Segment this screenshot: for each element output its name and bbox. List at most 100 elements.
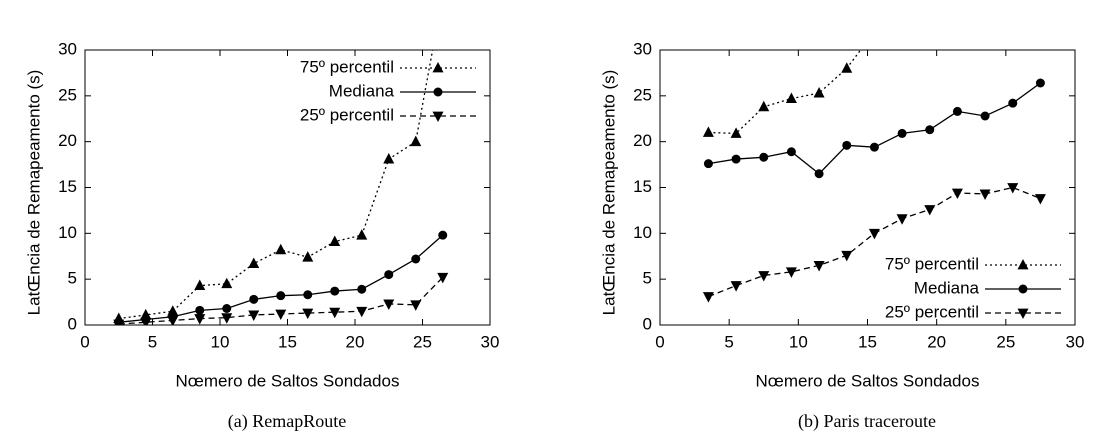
- point: [1017, 258, 1029, 270]
- point: [275, 309, 287, 321]
- point: [410, 300, 422, 311]
- point: [813, 261, 825, 272]
- point: [302, 251, 314, 262]
- legend-label: 75º percentil: [300, 57, 394, 76]
- point: [868, 228, 880, 240]
- point: [786, 147, 796, 157]
- plot-area: [702, 26, 1046, 303]
- point: [702, 292, 714, 303]
- series-line: [708, 186, 1041, 298]
- point: [785, 92, 797, 103]
- x-tick-label: 5: [724, 332, 733, 351]
- point: [951, 188, 963, 200]
- legend-label: 25º percentil: [885, 302, 979, 321]
- point: [703, 159, 713, 169]
- x-tick-label: 0: [655, 332, 664, 351]
- plot-frame: [659, 49, 1076, 326]
- point: [411, 254, 421, 264]
- y-tick-label: 5: [68, 269, 77, 288]
- point: [329, 235, 341, 246]
- y-tick-label: 25: [58, 85, 77, 104]
- point: [167, 305, 179, 316]
- point: [222, 304, 232, 313]
- legend-label: 25º percentil: [300, 105, 394, 124]
- point: [383, 299, 395, 310]
- point: [785, 267, 797, 278]
- y-tick-label: 30: [58, 39, 77, 58]
- point: [869, 26, 880, 36]
- x-tick-label: 10: [789, 332, 808, 351]
- point: [814, 169, 824, 179]
- x-tick-label: 15: [278, 332, 297, 351]
- y-tick-label: 20: [633, 131, 652, 150]
- point: [925, 125, 935, 135]
- point: [383, 153, 395, 164]
- point: [438, 230, 448, 240]
- x-tick-label: 5: [148, 332, 157, 351]
- point: [432, 61, 444, 73]
- point: [140, 317, 152, 325]
- point: [195, 305, 205, 315]
- x-tick-label: 25: [413, 332, 432, 351]
- point: [1017, 308, 1029, 320]
- point: [357, 284, 367, 294]
- point: [384, 270, 394, 280]
- point: [758, 271, 770, 282]
- point: [731, 154, 741, 164]
- y-tick-label: 25: [633, 85, 652, 104]
- y-tick-label: 10: [58, 223, 77, 242]
- plot-area: [113, 50, 449, 325]
- point: [980, 111, 990, 121]
- x-tick-label: 30: [481, 332, 500, 351]
- x-tick-label: 25: [996, 332, 1015, 351]
- x-tick-label: 15: [858, 332, 877, 351]
- y-tick-label: 15: [58, 177, 77, 196]
- point: [702, 126, 714, 137]
- caption: (a) RemapRoute: [228, 411, 346, 432]
- point: [276, 291, 286, 301]
- series-line: [708, 82, 1041, 175]
- x-axis-label: Nœmero de Saltos Sondados: [756, 371, 980, 390]
- point: [1035, 78, 1045, 88]
- point: [437, 272, 449, 284]
- point: [303, 290, 313, 300]
- point: [813, 87, 825, 98]
- y-tick-label: 30: [633, 39, 652, 58]
- legend-label: Mediana: [914, 278, 980, 297]
- y-tick-label: 10: [633, 223, 652, 242]
- y-tick-label: 0: [68, 314, 77, 333]
- x-tick-label: 30: [1066, 332, 1085, 351]
- x-tick-label: 20: [346, 332, 365, 351]
- legend-label: 75º percentil: [885, 254, 979, 273]
- point: [249, 294, 259, 304]
- point: [329, 307, 341, 319]
- point: [221, 277, 233, 289]
- caption: (b) Paris traceroute: [798, 411, 936, 432]
- point: [356, 229, 368, 240]
- series-line: [708, 50, 862, 135]
- point: [221, 313, 233, 324]
- point: [841, 250, 853, 262]
- x-tick-label: 0: [80, 332, 89, 351]
- point: [275, 243, 287, 255]
- y-tick-label: 15: [633, 177, 652, 196]
- y-tick-label: 20: [58, 131, 77, 150]
- point: [924, 205, 936, 216]
- x-axis-label: Nœmero de Saltos Sondados: [176, 371, 400, 390]
- point: [869, 142, 879, 152]
- point: [979, 189, 991, 200]
- y-tick-label: 5: [643, 269, 652, 288]
- y-axis-label: LatŒncia de Remapeamento (s): [599, 70, 618, 316]
- point: [410, 135, 422, 147]
- y-tick-label: 0: [643, 314, 652, 333]
- point: [356, 306, 368, 318]
- point: [897, 128, 907, 138]
- point: [167, 316, 179, 325]
- point: [952, 106, 962, 116]
- point: [330, 286, 340, 296]
- point: [1007, 183, 1019, 194]
- legend-label: Mediana: [329, 81, 395, 100]
- point: [730, 281, 742, 292]
- plot-frame: [84, 49, 491, 326]
